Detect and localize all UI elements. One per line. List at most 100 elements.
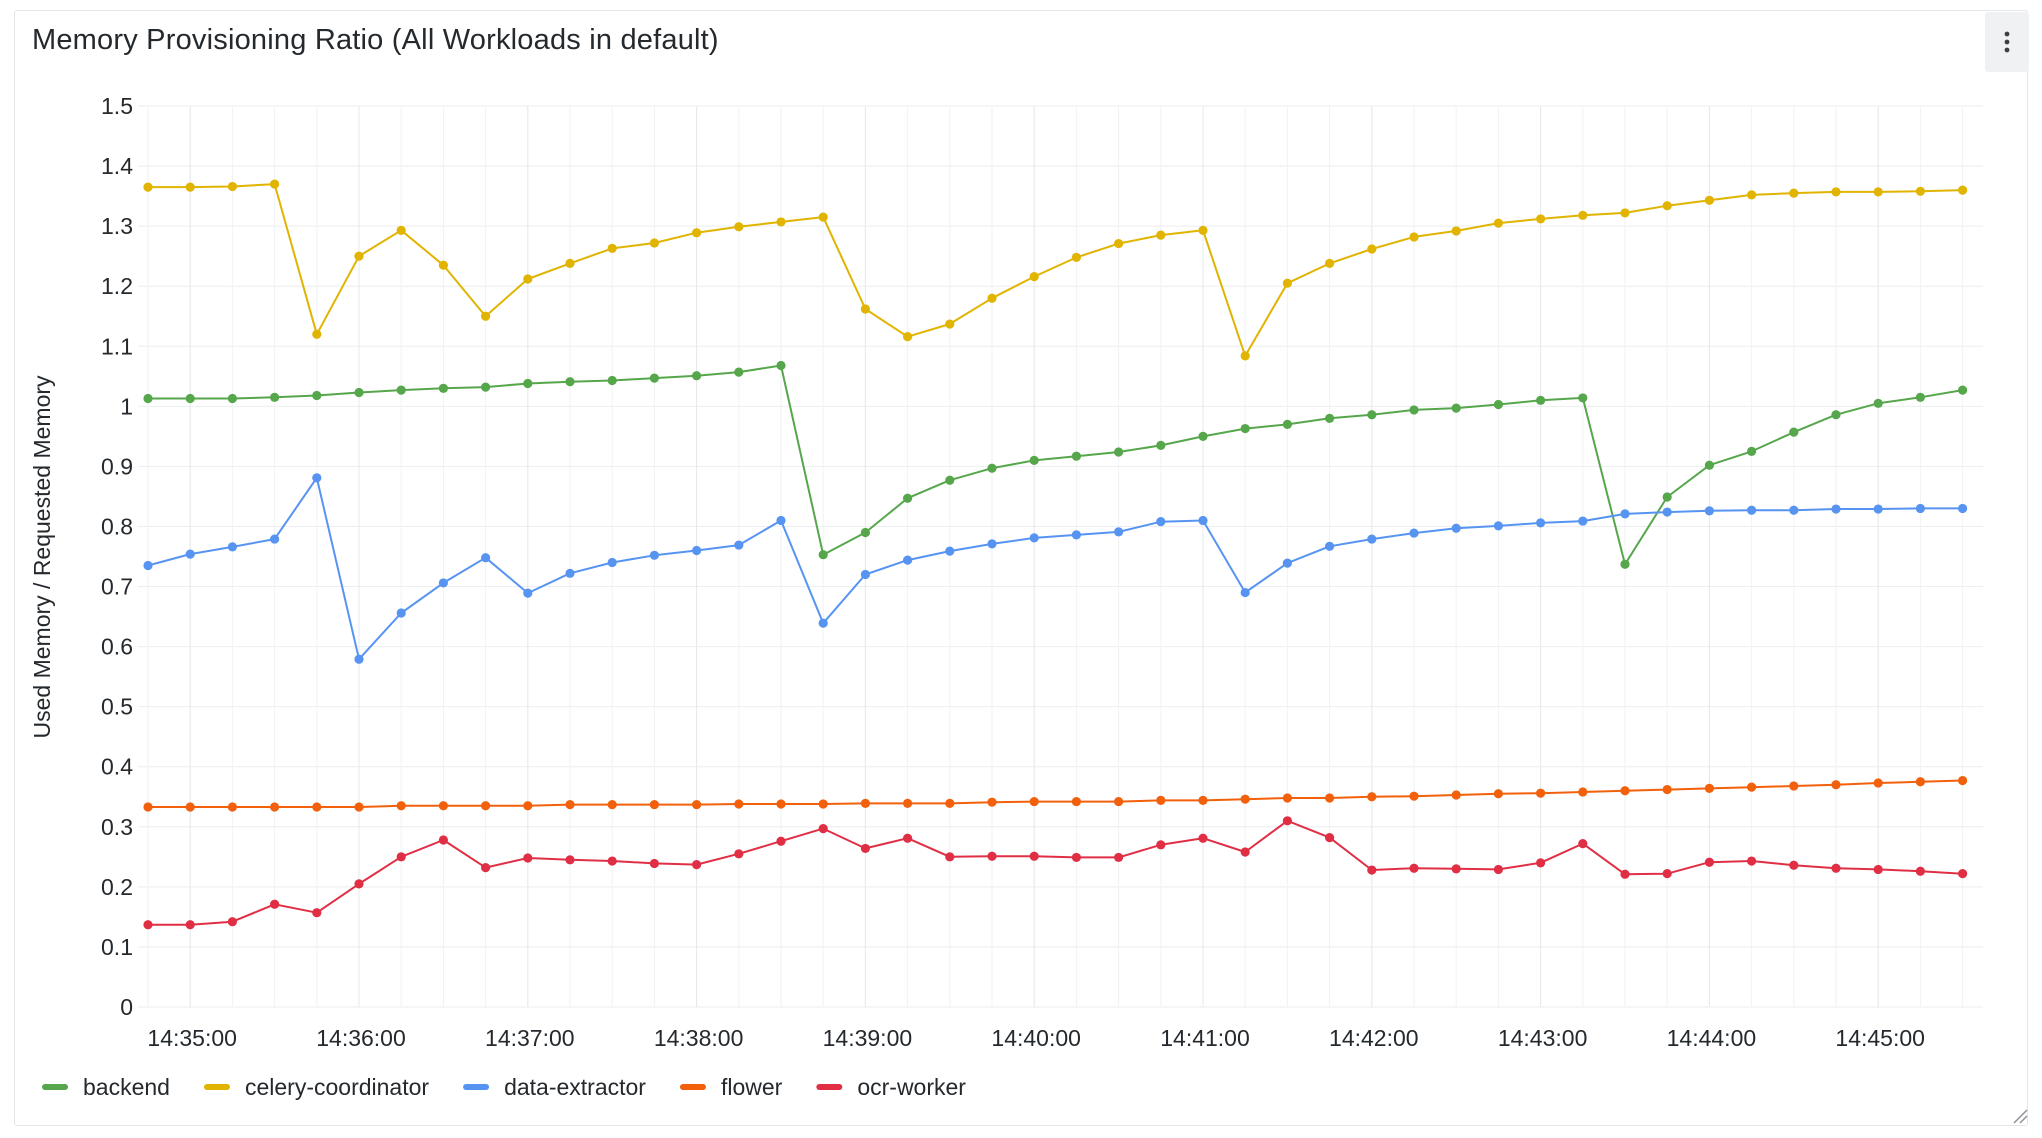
- data-point-data-extractor: [523, 588, 533, 598]
- data-point-celery-coordinator: [1536, 214, 1546, 224]
- data-point-data-extractor: [649, 550, 660, 560]
- data-point-data-extractor: [945, 546, 955, 556]
- data-point-backend: [1240, 423, 1250, 434]
- legend-item-backend[interactable]: backend: [42, 1074, 170, 1100]
- y-tick-label: 0: [120, 994, 133, 1020]
- data-point-ocr-worker: [1156, 840, 1166, 850]
- grid: [138, 105, 1983, 1008]
- data-point-backend: [860, 527, 871, 538]
- data-point-data-extractor: [1367, 534, 1377, 544]
- data-point-ocr-worker: [1114, 852, 1124, 863]
- y-tick-label: 0.3: [101, 814, 133, 840]
- data-point-backend: [945, 475, 955, 485]
- data-point-data-extractor: [776, 515, 786, 526]
- data-point-backend: [1409, 405, 1419, 415]
- data-point-ocr-worker: [312, 908, 322, 918]
- data-point-backend: [818, 550, 828, 560]
- data-point-data-extractor: [1620, 509, 1630, 519]
- x-tick-label: 14:45:00: [1835, 1025, 1925, 1051]
- data-point-flower: [1578, 787, 1588, 797]
- data-point-flower: [1704, 783, 1714, 793]
- data-point-data-extractor: [1915, 503, 1925, 514]
- panel-title: Memory Provisioning Ratio (All Workloads…: [32, 24, 719, 56]
- data-point-celery-coordinator: [987, 293, 997, 303]
- series-line-flower: [148, 779, 1963, 808]
- data-point-data-extractor: [1240, 587, 1250, 598]
- data-point-ocr-worker: [1704, 857, 1714, 867]
- legend-item-data-extractor[interactable]: data-extractor: [463, 1074, 646, 1100]
- legend-item-celery-coordinator[interactable]: celery-coordinator: [203, 1074, 429, 1100]
- data-point-backend: [438, 383, 448, 393]
- data-point-celery-coordinator: [734, 222, 744, 232]
- data-point-flower: [270, 802, 280, 812]
- data-point-backend: [312, 390, 322, 401]
- data-point-ocr-worker: [1536, 858, 1546, 868]
- data-point-celery-coordinator: [1915, 186, 1925, 196]
- data-point-flower: [1409, 791, 1419, 801]
- data-point-ocr-worker: [1578, 839, 1588, 849]
- data-point-data-extractor: [1409, 528, 1419, 538]
- x-tick-label: 14:38:00: [654, 1025, 744, 1051]
- data-point-ocr-worker: [1873, 864, 1883, 875]
- data-point-backend: [143, 393, 153, 404]
- data-point-data-extractor: [1156, 517, 1166, 527]
- data-point-backend: [1493, 399, 1503, 410]
- data-point-celery-coordinator: [945, 319, 955, 329]
- data-point-flower: [185, 802, 195, 812]
- data-point-data-extractor: [1831, 504, 1841, 514]
- data-point-data-extractor: [1071, 530, 1081, 540]
- data-point-backend: [1451, 403, 1461, 413]
- data-point-celery-coordinator: [312, 329, 322, 339]
- data-point-celery-coordinator: [649, 238, 660, 248]
- kebab-menu-icon: [2004, 31, 2010, 53]
- data-point-celery-coordinator: [354, 251, 364, 261]
- resize-handle-icon[interactable]: [2010, 1106, 2028, 1124]
- data-point-ocr-worker: [1451, 864, 1461, 874]
- legend-label-celery-coordinator: celery-coordinator: [245, 1074, 429, 1100]
- data-point-flower: [818, 799, 828, 809]
- data-point-data-extractor: [1325, 541, 1335, 551]
- data-point-celery-coordinator: [1831, 187, 1841, 197]
- data-point-flower: [1873, 778, 1883, 788]
- data-point-data-extractor: [1493, 521, 1503, 531]
- data-point-backend: [1704, 460, 1714, 470]
- data-point-flower: [1831, 780, 1841, 790]
- data-point-data-extractor: [692, 545, 702, 556]
- data-point-celery-coordinator: [227, 181, 237, 192]
- data-point-data-extractor: [1536, 518, 1546, 528]
- data-point-ocr-worker: [1071, 852, 1081, 863]
- legend-label-ocr-worker: ocr-worker: [857, 1074, 966, 1100]
- data-point-ocr-worker: [227, 917, 237, 927]
- y-tick-label: 1.1: [101, 333, 133, 359]
- series-flower: [143, 775, 1968, 812]
- data-point-flower: [987, 797, 997, 807]
- data-point-celery-coordinator: [1747, 190, 1757, 200]
- data-point-celery-coordinator: [1156, 230, 1166, 240]
- data-point-celery-coordinator: [438, 260, 448, 270]
- panel-menu-button[interactable]: [1985, 12, 2029, 72]
- data-point-flower: [1451, 790, 1461, 800]
- y-tick-label: 1.5: [101, 93, 133, 119]
- legend-label-flower: flower: [721, 1074, 783, 1100]
- data-point-flower: [1536, 788, 1546, 798]
- y-tick-label: 0.1: [101, 934, 133, 960]
- legend-item-ocr-worker[interactable]: ocr-worker: [816, 1074, 966, 1100]
- x-tick-label: 14:39:00: [823, 1025, 913, 1051]
- data-point-celery-coordinator: [1873, 187, 1883, 197]
- y-tick-label: 0.2: [101, 874, 133, 900]
- data-point-ocr-worker: [649, 858, 660, 869]
- data-point-ocr-worker: [270, 899, 280, 909]
- data-point-backend: [649, 373, 660, 383]
- data-point-flower: [1114, 796, 1124, 807]
- data-point-backend: [1198, 431, 1208, 441]
- data-point-data-extractor: [227, 542, 237, 552]
- data-point-ocr-worker: [1198, 833, 1208, 843]
- legend-item-flower[interactable]: flower: [679, 1074, 783, 1100]
- data-point-flower: [1662, 784, 1672, 795]
- series-data-extractor: [143, 473, 1968, 664]
- series-line-ocr-worker: [148, 819, 1963, 926]
- data-point-backend: [1915, 392, 1925, 402]
- y-tick-label: 0.5: [101, 694, 133, 720]
- y-axis: 0 0.1 0.2 0.3 0.4 0.5 0.6 0.7 0.8 0.9 1 1.1 1.2 1.3 1.…: [101, 93, 133, 1020]
- data-point-flower: [860, 798, 871, 808]
